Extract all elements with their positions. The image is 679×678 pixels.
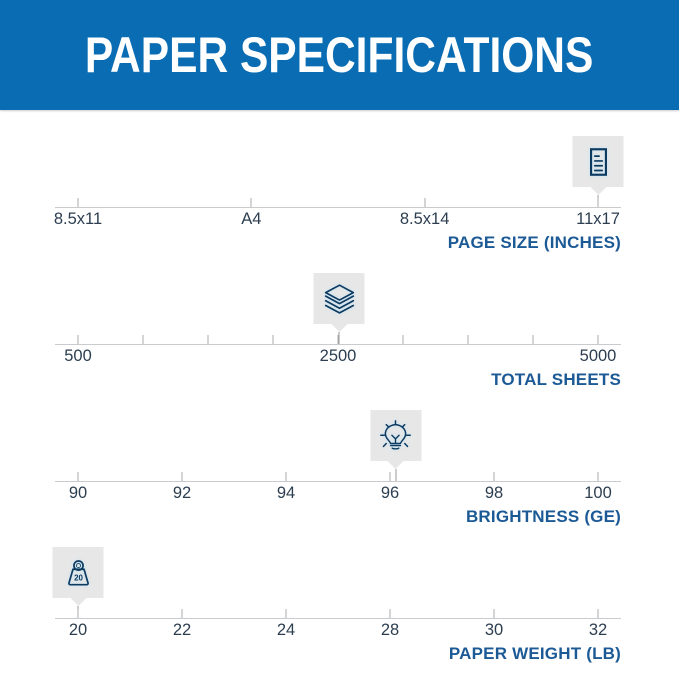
- svg-text:20: 20: [74, 573, 83, 582]
